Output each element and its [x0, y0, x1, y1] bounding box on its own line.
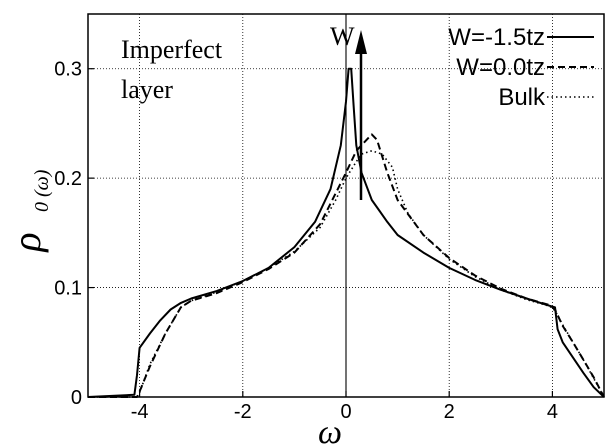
legend-label-w-0-0: W=0.0tz [456, 54, 545, 81]
series-layer [87, 67, 605, 398]
x-tick-label: 0 [340, 401, 351, 423]
x-tick-label: 4 [547, 401, 558, 423]
y-axis-label-group: ρ 0 (ω) [4, 169, 53, 253]
y-axis-label-main: ρ [4, 232, 49, 253]
annotation-layer: layer [121, 75, 173, 104]
x-tick-labels: -4 -2 0 2 4 [131, 401, 558, 423]
x-axis-label: ω [318, 414, 342, 446]
legend: W=-1.5tz W=0.0tz Bulk [448, 24, 594, 111]
y-tick-labels: 0 0.1 0.2 0.3 [54, 59, 82, 409]
legend-label-w-1-5: W=-1.5tz [448, 24, 545, 51]
x-tick-label: -2 [234, 401, 252, 423]
annotation-imperfect: Imperfect [121, 35, 223, 64]
series-line-0 [87, 67, 605, 398]
series-line-2 [88, 150, 605, 398]
legend-label-bulk: Bulk [498, 84, 546, 111]
y-tick-label: 0.3 [54, 59, 82, 81]
y-tick-label: 0.1 [54, 278, 82, 300]
x-tick-label: -4 [131, 401, 149, 423]
annotation-arrow-head [355, 30, 367, 54]
annotation-arrow-label: W [330, 22, 355, 51]
x-tick-label: 2 [444, 401, 455, 423]
y-tick-label: 0.2 [54, 168, 82, 190]
y-axis-label-sub: 0 (ω) [31, 169, 53, 212]
y-tick-label: 0 [71, 387, 82, 409]
ticks [88, 68, 554, 398]
